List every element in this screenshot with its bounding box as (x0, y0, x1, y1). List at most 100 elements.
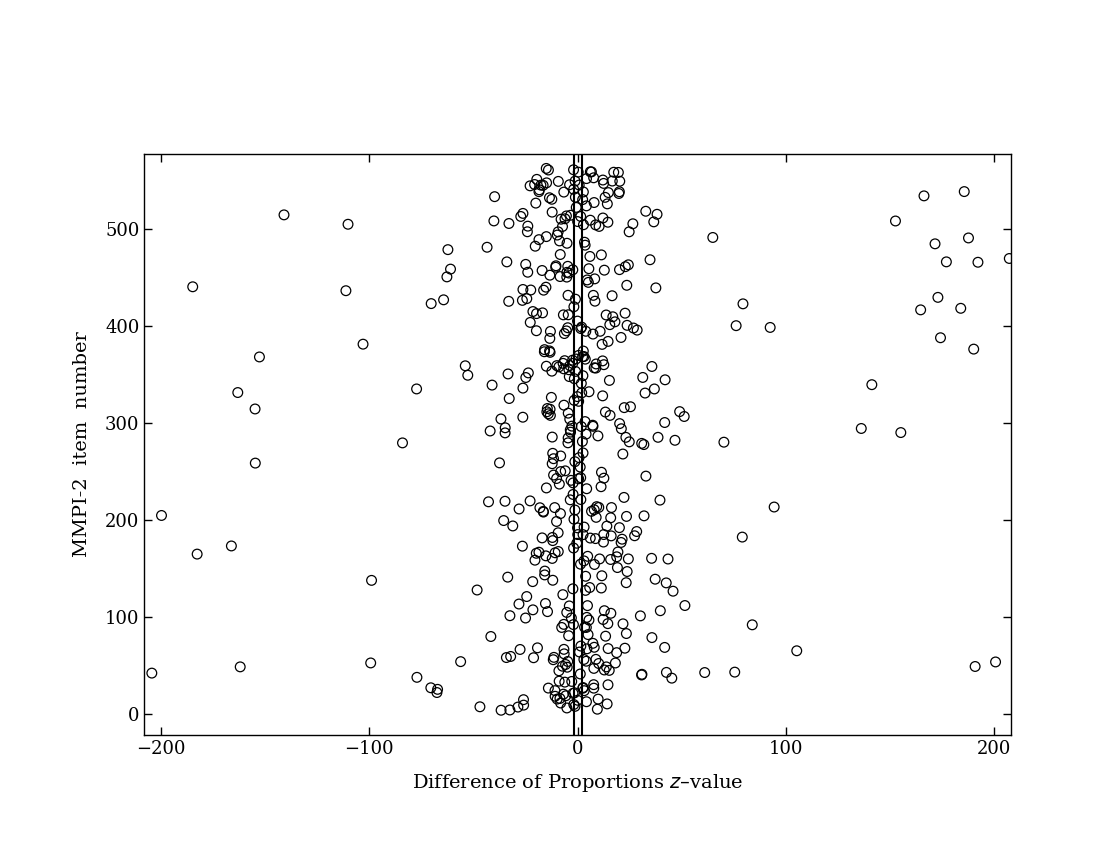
Point (497, 494, 514, 508)
Point (892, 426, 910, 439)
Point (561, 412, 579, 426)
Point (558, 605, 575, 619)
Point (633, 437, 651, 451)
Point (251, 350, 269, 363)
Point (562, 209, 580, 222)
Point (599, 197, 617, 210)
Point (583, 418, 601, 432)
Point (573, 321, 591, 334)
Point (564, 698, 582, 711)
Point (550, 477, 568, 491)
Point (633, 668, 651, 681)
Point (588, 510, 605, 524)
Point (548, 359, 565, 373)
Point (573, 192, 591, 206)
Point (565, 393, 583, 407)
Point (733, 530, 751, 544)
Point (521, 315, 539, 329)
Point (649, 430, 667, 444)
Point (570, 349, 588, 363)
Point (565, 300, 583, 314)
Point (610, 186, 628, 200)
Point (960, 231, 978, 245)
Point (550, 360, 568, 374)
Point (513, 293, 531, 307)
Point (564, 582, 582, 596)
Point (538, 405, 556, 419)
Point (587, 361, 604, 374)
Point (585, 557, 603, 571)
Point (595, 358, 613, 372)
Point (553, 659, 571, 673)
Point (558, 701, 575, 715)
Point (577, 415, 594, 428)
Point (544, 534, 562, 547)
Point (563, 419, 581, 433)
Point (582, 165, 600, 179)
Point (574, 446, 592, 460)
Point (554, 186, 572, 199)
Point (938, 255, 955, 268)
Point (422, 681, 440, 694)
Point (512, 209, 530, 223)
Point (486, 214, 503, 227)
Point (538, 230, 556, 244)
Point (603, 289, 621, 303)
Point (584, 678, 602, 692)
Point (540, 407, 558, 421)
Point (603, 174, 621, 188)
Point (574, 681, 592, 695)
Point (573, 386, 591, 400)
Point (537, 597, 554, 610)
Point (580, 385, 598, 398)
Point (524, 603, 542, 616)
Point (589, 702, 607, 716)
Point (618, 319, 635, 333)
Point (578, 199, 595, 213)
Point (644, 215, 662, 228)
Point (578, 621, 595, 634)
Point (598, 660, 615, 674)
Point (572, 492, 590, 506)
Point (658, 665, 675, 679)
Point (538, 162, 556, 175)
Point (578, 654, 595, 668)
Point (562, 474, 580, 487)
Point (572, 420, 590, 433)
Point (645, 382, 663, 396)
Point (585, 272, 603, 286)
Point (499, 570, 517, 584)
Point (544, 653, 562, 667)
Point (592, 480, 610, 493)
Point (590, 500, 608, 514)
Point (143, 666, 161, 680)
Point (562, 425, 580, 439)
Point (561, 359, 579, 373)
Point (629, 323, 647, 337)
Point (541, 403, 559, 416)
Point (497, 421, 514, 434)
Point (574, 528, 592, 541)
Point (611, 416, 629, 430)
Point (602, 606, 620, 620)
Point (600, 663, 618, 677)
Point (552, 465, 570, 479)
Point (559, 431, 577, 445)
Point (647, 572, 664, 586)
Point (567, 699, 584, 713)
Point (539, 402, 557, 416)
Point (533, 263, 551, 277)
Point (572, 321, 590, 335)
Point (546, 651, 563, 664)
Point (599, 642, 617, 656)
Point (620, 225, 638, 239)
Point (538, 481, 556, 495)
Point (599, 334, 617, 348)
Point (554, 687, 572, 701)
Point (577, 352, 594, 366)
Point (695, 666, 713, 680)
Point (655, 640, 673, 654)
Point (559, 660, 577, 674)
Point (517, 371, 534, 385)
Point (578, 428, 595, 441)
